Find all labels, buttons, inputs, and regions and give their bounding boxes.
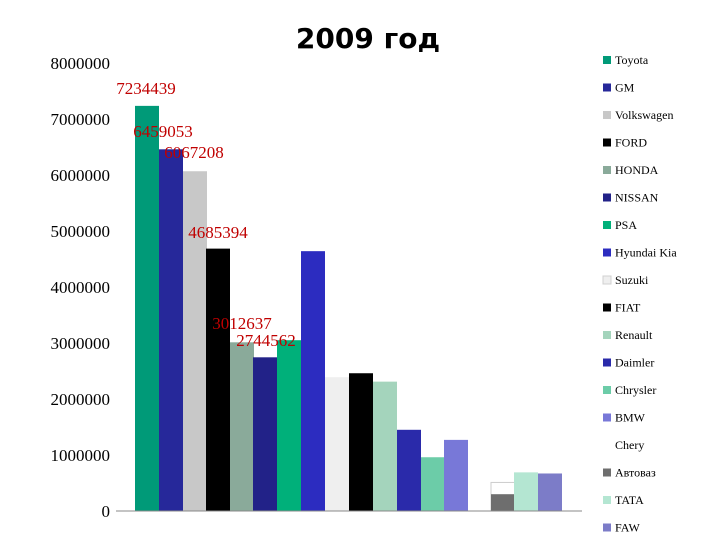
legend-label-psa: PSA [615, 218, 637, 232]
data-label-nissan: 2744562 [236, 331, 296, 350]
y-tick-label: 5000000 [51, 222, 111, 241]
bar-fiat [349, 373, 373, 511]
data-label-gm: 6459053 [133, 122, 193, 141]
legend-swatch-toyota [603, 56, 611, 64]
legend-swatch-psa [603, 221, 611, 229]
legend-swatch-tata [603, 496, 611, 504]
legend-label-volkswagen: Volkswagen [615, 108, 673, 122]
y-tick-label: 4000000 [51, 278, 111, 297]
bar-nissan [253, 357, 277, 511]
legend-label-nissan: NISSAN [615, 191, 659, 205]
y-axis-ticks: 0 1000000 2000000 3000000 4000000 5000000 6000… [51, 54, 111, 521]
legend-label-suzuki: Suzuki [615, 273, 649, 287]
bar-chrysler [421, 457, 445, 511]
bar-renault [373, 381, 397, 511]
legend-label-bmw: BMW [615, 411, 646, 425]
legend-label-toyota: Toyota [615, 53, 649, 67]
legend-label-hyundai-kia: Hyundai Kia [615, 246, 677, 260]
legend-swatch-faw [603, 523, 611, 532]
legend-label-renault: Renault [615, 328, 653, 342]
legend-swatch-ford [603, 138, 611, 147]
legend-swatch-nissan [603, 193, 611, 202]
bar-volkswagen [183, 171, 207, 511]
legend-swatch-renault [603, 331, 611, 339]
bar-honda [230, 342, 254, 511]
legend-swatch-volkswagen [603, 111, 611, 119]
legend-label-chery: Chery [615, 438, 644, 452]
y-tick-label: 3000000 [51, 334, 111, 353]
y-tick-label: 8000000 [51, 54, 111, 73]
data-labels: 7234439 6459053 6067208 4685394 301263727445… [116, 79, 296, 350]
data-label-ford: 4685394 [188, 223, 248, 242]
y-tick-label: 0 [102, 502, 111, 521]
legend-label-daimler: Daimler [615, 356, 654, 370]
legend: Toyota GM Volkswagen FORD HONDA NISSAN PSA Hyun… [602, 53, 677, 535]
legend-swatch-автоваз [603, 468, 611, 477]
y-tick-label: 2000000 [51, 390, 111, 409]
legend-swatch-daimler [603, 358, 611, 367]
bar-toyota [135, 105, 159, 512]
data-label-toyota: 7234439 [116, 79, 176, 98]
bar-gm [159, 149, 183, 511]
legend-label-chrysler: Chrysler [615, 383, 656, 397]
legend-label-fiat: FIAT [615, 301, 641, 315]
bars [135, 105, 562, 512]
legend-label-gm: GM [615, 81, 635, 95]
bar-hyundai-kia [301, 251, 325, 511]
y-tick-label: 6000000 [51, 166, 111, 185]
legend-swatch-honda [603, 166, 611, 174]
data-label-volkswagen: 6067208 [164, 143, 224, 162]
bar-suzuki [325, 377, 349, 511]
data-label-honda: 3012637 [212, 314, 272, 333]
legend-swatch-chrysler [603, 386, 611, 394]
legend-label-tata: TATA [615, 493, 644, 507]
bar-tata [514, 472, 538, 511]
bar-bmw [444, 439, 468, 511]
legend-label-faw: FAW [615, 521, 640, 535]
bar-daimler [397, 429, 421, 511]
legend-label-honda: HONDA [615, 163, 659, 177]
legend-swatch-fiat [603, 303, 611, 312]
legend-swatch-suzuki [602, 275, 612, 285]
legend-label-ford: FORD [615, 136, 647, 150]
bar-psa [277, 340, 301, 511]
legend-swatch-gm [603, 83, 611, 92]
legend-swatch-hyundai-kia [603, 248, 611, 257]
bar-faw [538, 473, 562, 511]
chart-title: 2009 год [296, 22, 440, 55]
legend-label-автоваз: Автоваз [615, 466, 656, 480]
y-tick-label: 1000000 [51, 446, 111, 465]
bar-ford [206, 248, 230, 512]
bar-автоваз [491, 494, 515, 511]
legend-swatch-bmw [603, 413, 611, 422]
y-tick-label: 7000000 [51, 110, 111, 129]
